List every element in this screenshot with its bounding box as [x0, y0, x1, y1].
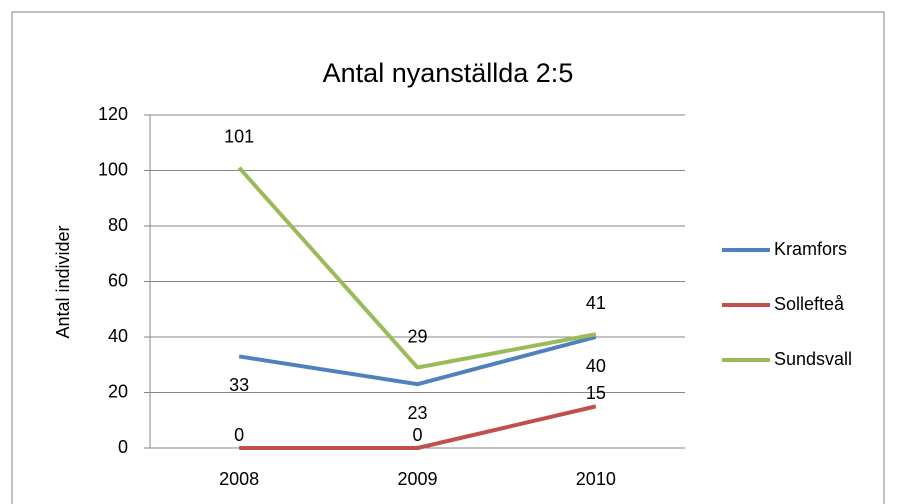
y-tick-label: 20: [108, 381, 128, 401]
data-label: 33: [229, 375, 249, 395]
data-label: 0: [412, 425, 422, 445]
chart-frame: [11, 11, 885, 504]
data-label: 41: [586, 293, 606, 313]
y-tick-label: 120: [98, 104, 128, 124]
data-label: 29: [407, 326, 427, 346]
y-tick-label: 80: [108, 215, 128, 235]
chart-title: Antal nyanställda 2:5: [323, 58, 574, 88]
legend-label: Kramfors: [774, 239, 847, 259]
data-label: 0: [234, 425, 244, 445]
x-tick-label: 2010: [576, 469, 616, 489]
series-line: [237, 166, 597, 370]
x-tick-label: 2008: [219, 469, 259, 489]
y-tick-label: 100: [98, 159, 128, 179]
data-label: 101: [224, 126, 254, 146]
y-axis-label: Antal individer: [53, 225, 73, 338]
series-line: [238, 335, 597, 387]
y-tick-label: 40: [108, 326, 128, 346]
data-label: 23: [407, 403, 427, 423]
legend-label: Sundsvall: [774, 349, 852, 369]
y-tick-label: 60: [108, 270, 128, 290]
x-tick-label: 2009: [397, 469, 437, 489]
data-label: 40: [586, 356, 606, 376]
legend-label: Sollefteå: [774, 294, 845, 314]
series-line: [239, 404, 597, 450]
data-label: 15: [586, 383, 606, 403]
y-tick-label: 0: [118, 437, 128, 457]
